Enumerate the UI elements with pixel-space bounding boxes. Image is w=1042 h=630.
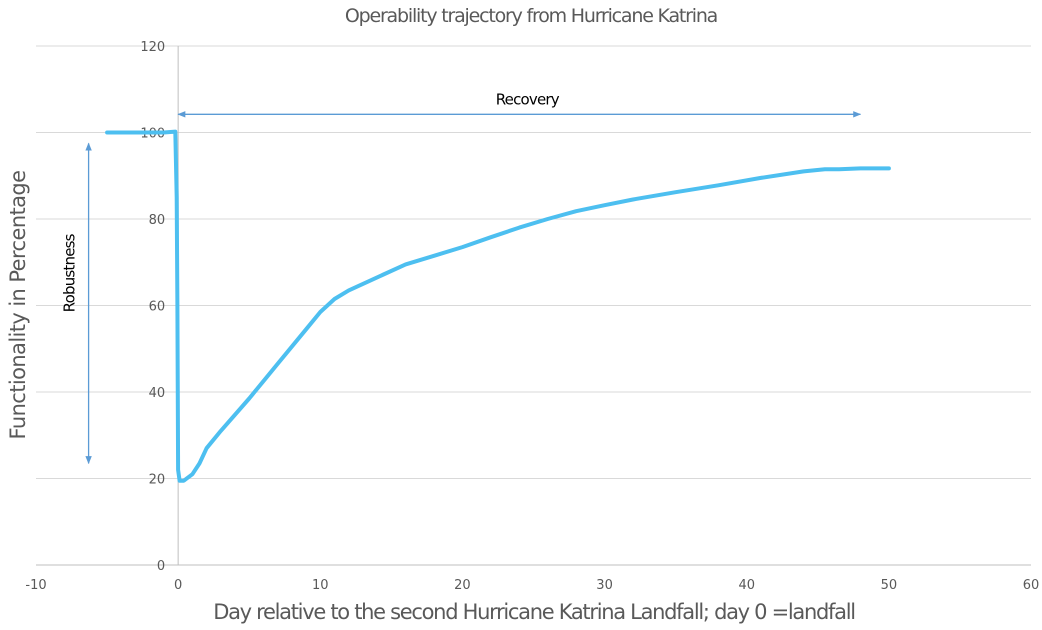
recovery-label: Recovery	[496, 90, 560, 108]
y-tick-label: 40	[149, 386, 166, 401]
x-tick-label: 20	[454, 578, 471, 593]
gridlines	[36, 45, 1031, 479]
x-tick-label: 40	[738, 578, 755, 593]
x-tick-label: -10	[25, 578, 46, 593]
y-tick-label: 60	[149, 300, 166, 315]
y-axis-label: Functionality in Percentage	[6, 171, 30, 440]
annotations: Recovery Robustness	[61, 90, 862, 465]
y-tick-label: 120	[140, 40, 165, 55]
series	[105, 129, 891, 483]
chart-title: Operability trajectory from Hurricane Ka…	[345, 5, 717, 27]
x-tick-label: 50	[881, 578, 898, 593]
series-line	[105, 129, 891, 483]
y-tick-label: 20	[149, 473, 166, 488]
x-tick-label: 0	[174, 578, 182, 593]
x-tick-label: 60	[1023, 578, 1040, 593]
y-tick-label: 80	[149, 213, 166, 228]
y-tick-label: 0	[157, 559, 165, 574]
x-tick-label: 30	[596, 578, 613, 593]
x-tick-label: 10	[312, 578, 329, 593]
x-axis-label: Day relative to the second Hurricane Kat…	[213, 600, 855, 624]
robustness-label: Robustness	[61, 233, 79, 312]
